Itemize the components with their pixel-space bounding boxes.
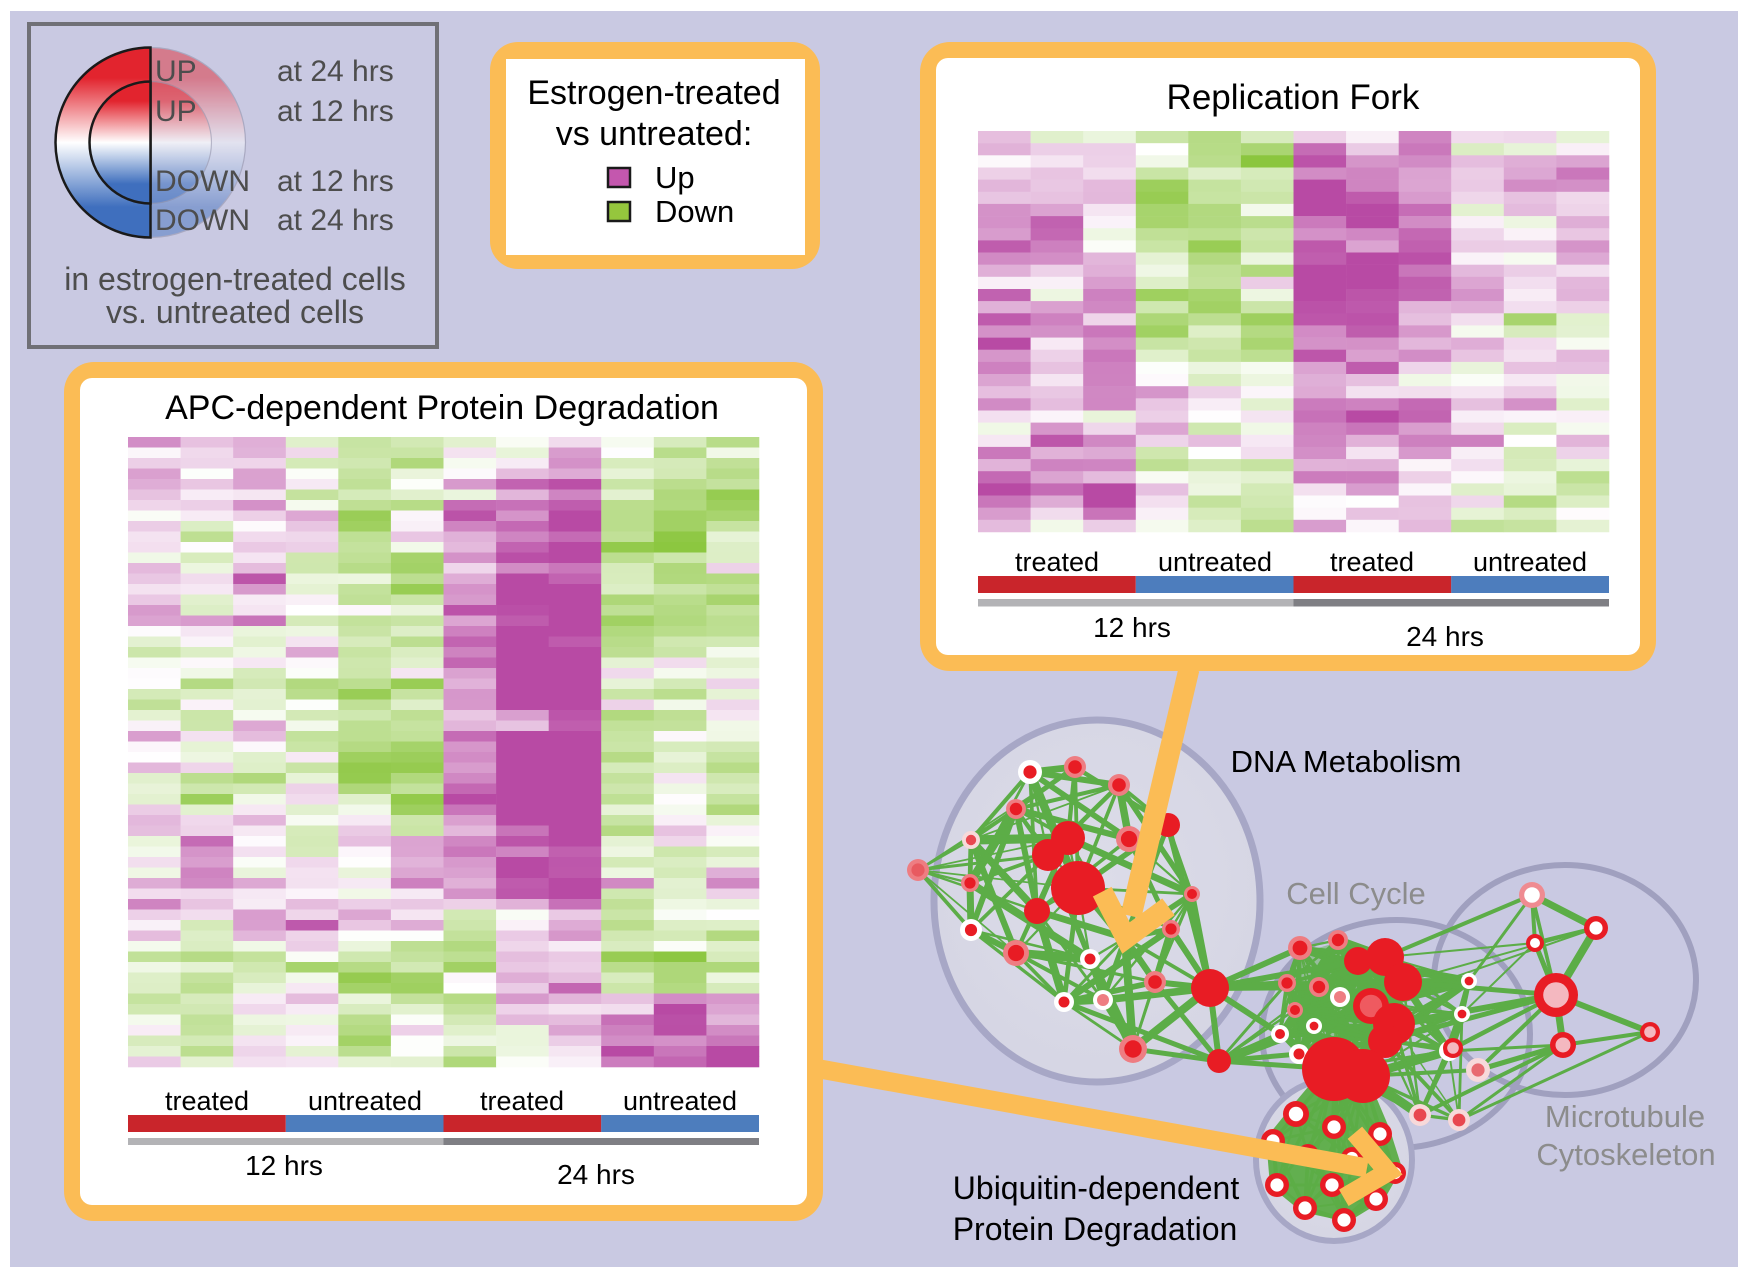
svg-text:Cell Cycle: Cell Cycle (1286, 876, 1426, 911)
svg-text:Protein Degradation: Protein Degradation (953, 1211, 1238, 1247)
svg-text:Cytoskeleton: Cytoskeleton (1536, 1137, 1715, 1172)
svg-text:treated: treated (165, 1086, 249, 1116)
svg-text:UP: UP (155, 55, 197, 88)
svg-text:DOWN: DOWN (155, 165, 250, 198)
svg-text:vs untreated:: vs untreated: (556, 115, 753, 153)
svg-text:Microtubule: Microtubule (1545, 1099, 1705, 1134)
svg-text:treated: treated (1330, 547, 1414, 577)
svg-text:UP: UP (155, 95, 197, 128)
svg-text:Ubiquitin-dependent: Ubiquitin-dependent (953, 1170, 1240, 1206)
svg-text:untreated: untreated (623, 1086, 737, 1116)
svg-text:vs. untreated cells: vs. untreated cells (106, 294, 364, 330)
svg-text:Down: Down (655, 194, 734, 229)
svg-text:Estrogen-treated: Estrogen-treated (527, 74, 780, 112)
svg-text:in estrogen-treated cells: in estrogen-treated cells (64, 261, 406, 297)
svg-text:untreated: untreated (1158, 547, 1272, 577)
svg-text:at 24 hrs: at 24 hrs (277, 55, 394, 88)
svg-text:untreated: untreated (1473, 547, 1587, 577)
svg-text:APC-dependent Protein Degradat: APC-dependent Protein Degradation (165, 389, 719, 427)
svg-text:at 24 hrs: at 24 hrs (277, 204, 394, 237)
svg-text:24 hrs: 24 hrs (1406, 621, 1484, 652)
svg-text:treated: treated (480, 1086, 564, 1116)
svg-text:12 hrs: 12 hrs (245, 1150, 323, 1181)
svg-text:at 12 hrs: at 12 hrs (277, 95, 394, 128)
svg-text:DOWN: DOWN (155, 204, 250, 237)
svg-text:DNA Metabolism: DNA Metabolism (1231, 744, 1462, 779)
svg-text:treated: treated (1015, 547, 1099, 577)
svg-text:24 hrs: 24 hrs (557, 1159, 635, 1190)
svg-text:untreated: untreated (308, 1086, 422, 1116)
svg-text:Up: Up (655, 160, 695, 195)
svg-text:at 12 hrs: at 12 hrs (277, 165, 394, 198)
svg-text:12 hrs: 12 hrs (1093, 612, 1171, 643)
svg-text:Replication Fork: Replication Fork (1167, 78, 1420, 117)
